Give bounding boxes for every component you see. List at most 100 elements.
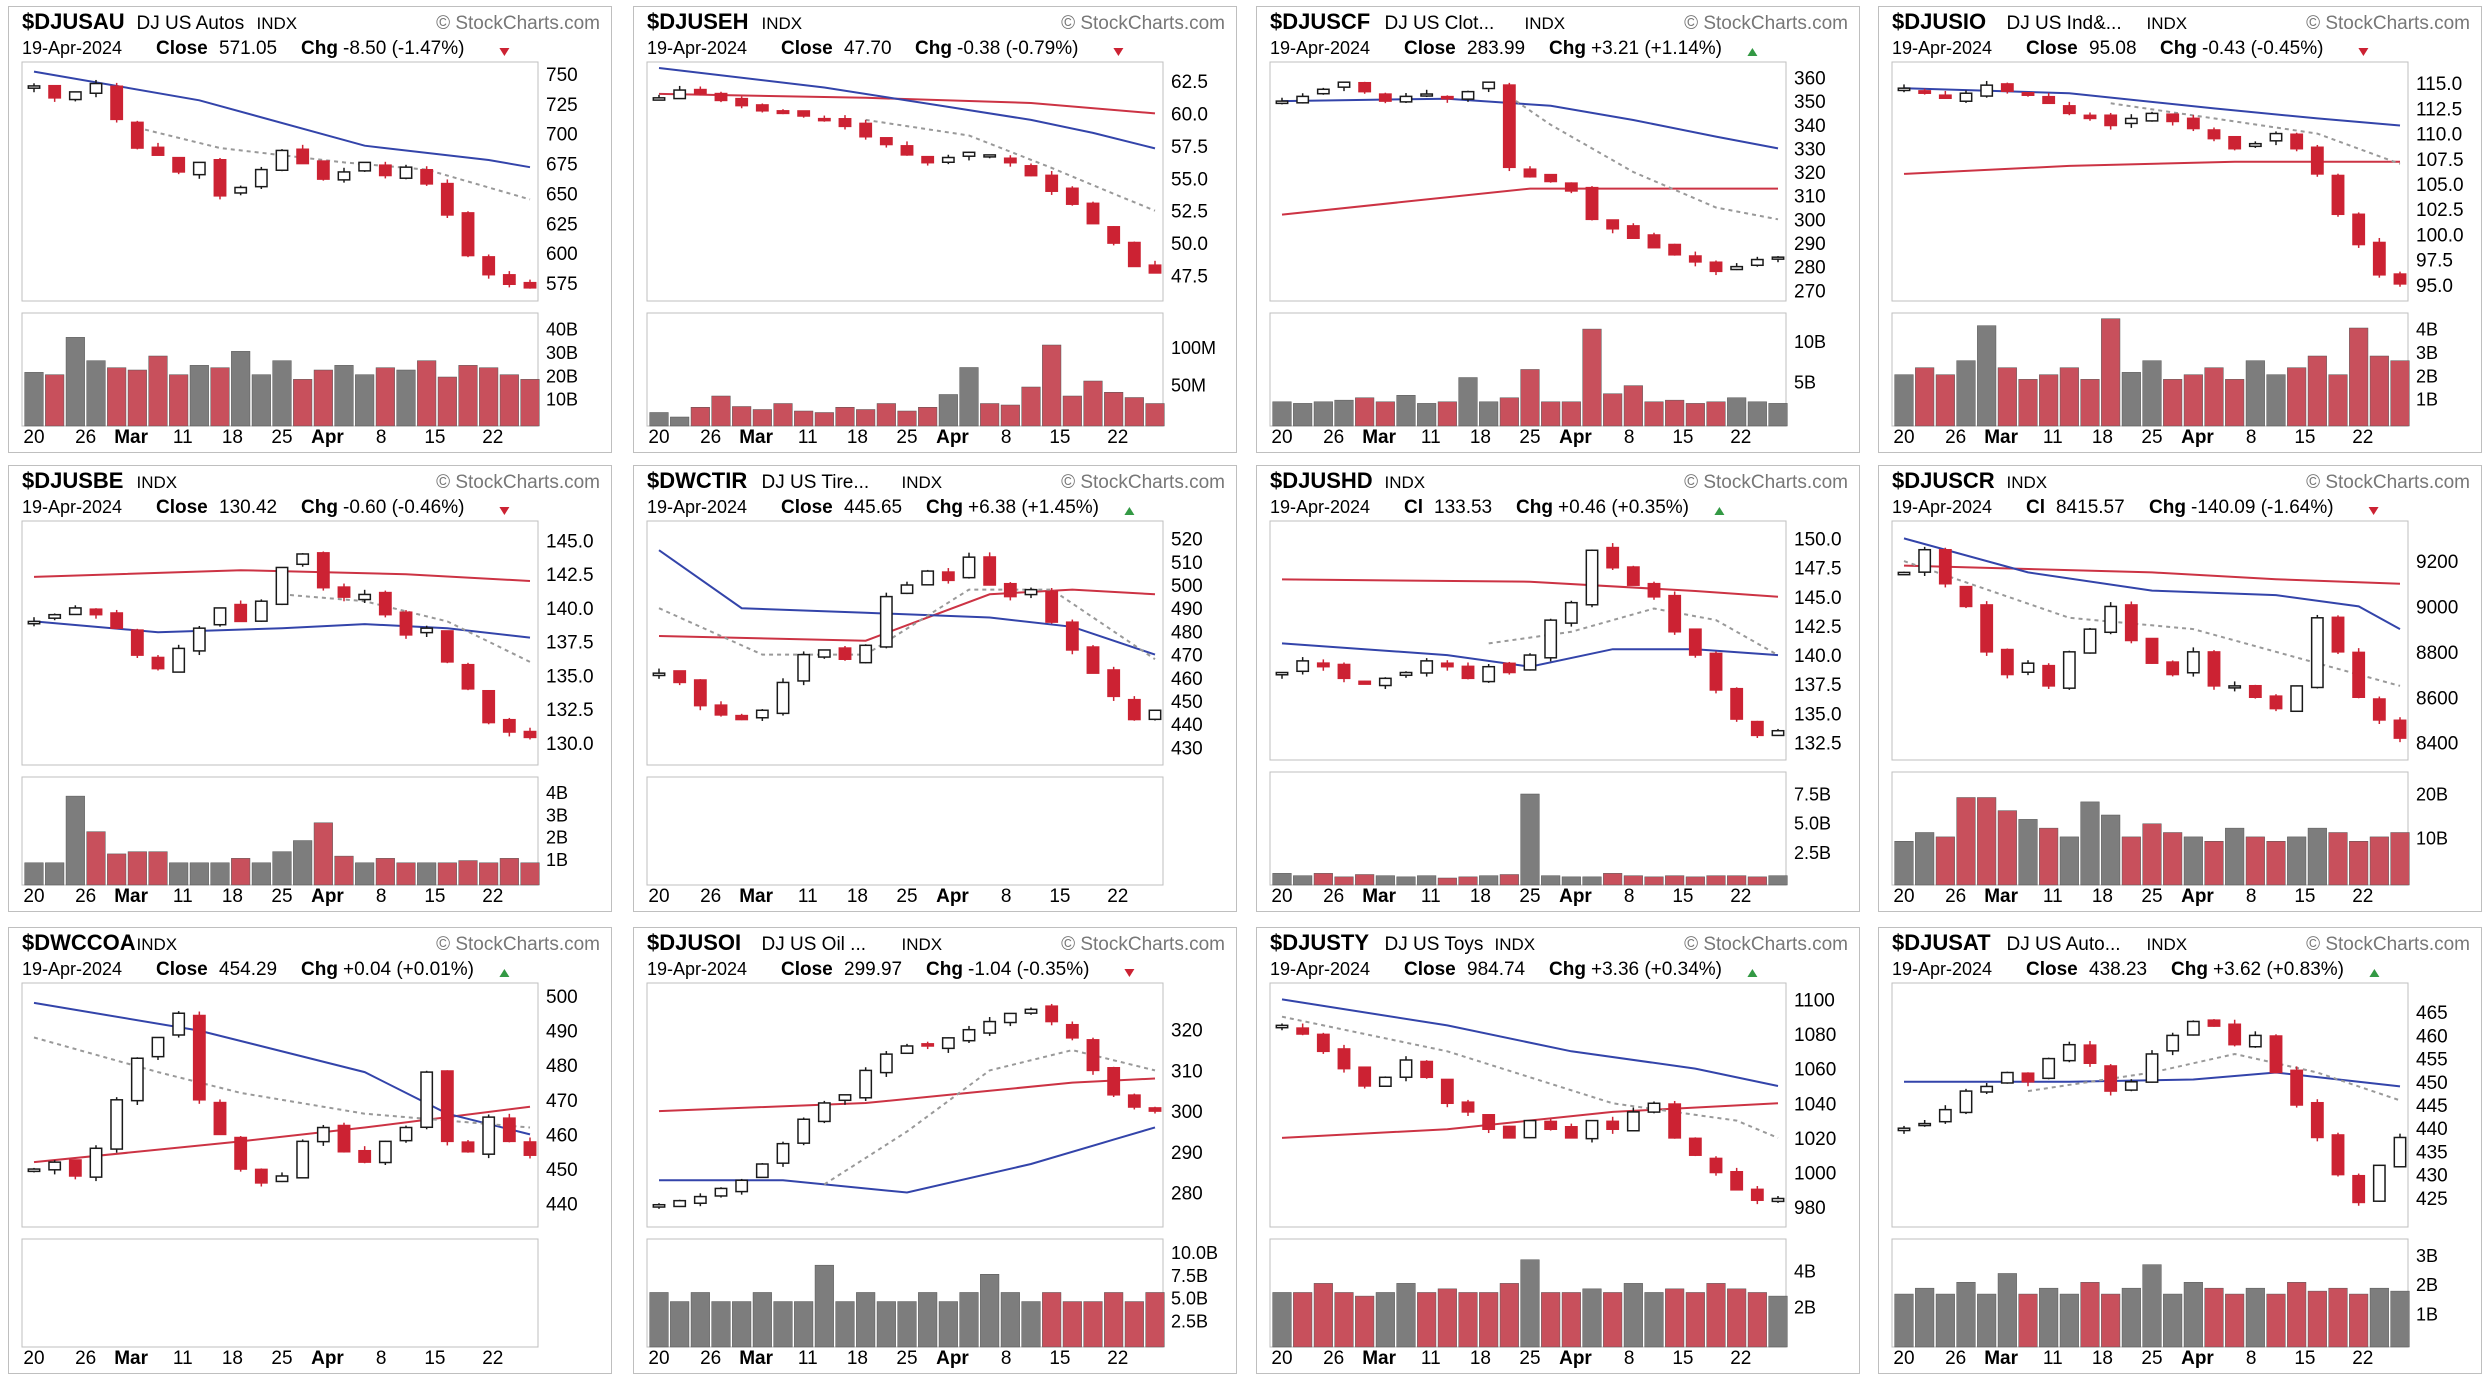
candle xyxy=(755,709,769,721)
candle xyxy=(2166,113,2180,126)
candle xyxy=(110,82,124,123)
price-area xyxy=(1891,61,2409,302)
chart-date: 19-Apr-2024 xyxy=(22,959,122,979)
candle xyxy=(523,279,537,289)
volume-bar xyxy=(2142,1264,2162,1348)
chart-panel-djusty: $DJUSTY DJ US Toys INDX © StockCharts.com 19… xyxy=(1256,927,1860,1374)
volume-area xyxy=(21,1238,539,1348)
candle xyxy=(358,161,372,172)
candle xyxy=(652,668,666,679)
x-tick-label: 11 xyxy=(2043,886,2063,907)
volume-bar xyxy=(2121,372,2141,427)
up-arrow-icon xyxy=(1747,48,1758,56)
volume-bar xyxy=(2142,823,2162,886)
candle xyxy=(192,1011,206,1104)
volume-bar xyxy=(814,412,834,427)
source-label: © StockCharts.com xyxy=(1061,472,1225,493)
x-tick-label: 11 xyxy=(798,1348,818,1369)
chart-panel-djushd: $DJUSHD INDX © StockCharts.com 19-Apr-2024 C… xyxy=(1256,465,1860,912)
close-label: Close xyxy=(156,38,208,59)
volume-bar xyxy=(2369,355,2389,427)
volume-bar xyxy=(1977,325,1997,427)
y-tick-label: 8800 xyxy=(2416,643,2458,664)
volume-bar xyxy=(1768,403,1788,427)
x-tick-label: 25 xyxy=(1519,886,1540,907)
volume-tick-label: 3B xyxy=(546,805,568,825)
volume-bar xyxy=(2039,827,2059,886)
x-tick-label: 25 xyxy=(896,886,917,907)
y-tick-label: 440 xyxy=(1171,715,1203,736)
volume-bar xyxy=(1561,401,1581,427)
candle xyxy=(2207,650,2221,690)
source-label: © StockCharts.com xyxy=(436,934,600,955)
volume-bar xyxy=(980,403,1000,427)
x-tick-label: 26 xyxy=(700,427,721,448)
volume-bar xyxy=(1768,875,1788,886)
candle xyxy=(89,608,103,619)
volume-bar xyxy=(711,1301,731,1348)
y-tick-label: 1100 xyxy=(1794,990,1835,1011)
volume-bar xyxy=(24,862,44,886)
y-tick-label: 135.0 xyxy=(1794,704,1842,725)
candle xyxy=(983,154,997,159)
y-tick-label: 360 xyxy=(1794,68,1826,89)
volume-bar xyxy=(690,1292,710,1348)
volume-bar xyxy=(2039,1287,2059,1348)
index-tag: INDX xyxy=(902,473,943,492)
candle xyxy=(1750,720,1764,739)
volume-bar xyxy=(1541,401,1561,427)
volume-bar xyxy=(1520,1259,1540,1348)
candle xyxy=(1003,1012,1017,1027)
x-tick-label: 25 xyxy=(271,427,292,448)
candle xyxy=(1482,81,1496,93)
chg-label: Chg xyxy=(2149,497,2186,518)
candle xyxy=(1897,571,1911,576)
volume-bar xyxy=(189,365,209,427)
x-tick-label: 18 xyxy=(2092,886,2113,907)
x-tick-label: 8 xyxy=(1624,1348,1635,1369)
volume-bar xyxy=(169,374,189,427)
chg-label: Chg xyxy=(301,497,338,518)
candle xyxy=(817,1100,831,1124)
ma-blue-line xyxy=(1903,87,2401,127)
candle xyxy=(1502,1125,1516,1139)
candle xyxy=(172,644,186,673)
candle xyxy=(1358,81,1372,94)
candle xyxy=(275,566,289,606)
y-tick-label: 320 xyxy=(1171,1021,1203,1042)
volume-bar xyxy=(1145,403,1165,427)
candle xyxy=(27,83,41,93)
x-tick-label: 22 xyxy=(1730,1348,1751,1369)
volume-bar xyxy=(1062,1301,1082,1348)
index-tag: INDX xyxy=(2147,14,2188,33)
volume-bar xyxy=(690,407,710,427)
volume-bar xyxy=(1479,1292,1499,1348)
x-tick-label: 15 xyxy=(1049,427,1070,448)
close-label: Close xyxy=(781,959,833,980)
candle xyxy=(1730,1167,1744,1191)
ma-dotted-line xyxy=(1508,95,1779,221)
candle xyxy=(776,1141,790,1167)
y-tick-label: 455 xyxy=(2416,1050,2448,1071)
candle xyxy=(1502,82,1516,172)
volume-bar xyxy=(1956,360,1976,427)
y-tick-label: 47.5 xyxy=(1171,267,1208,288)
panel-border xyxy=(1256,465,1860,912)
volume-bar xyxy=(45,374,65,427)
candle xyxy=(2021,1072,2035,1087)
candle xyxy=(296,1139,310,1179)
ma-dotted-line xyxy=(658,588,1156,661)
y-tick-label: 1060 xyxy=(1794,1060,1836,1081)
y-tick-label: 300 xyxy=(1794,210,1826,231)
candle xyxy=(879,1051,893,1077)
volume-bar xyxy=(107,367,127,427)
close-label: Close xyxy=(781,38,833,59)
index-tag: INDX xyxy=(257,14,298,33)
volume-bar xyxy=(2307,1290,2327,1348)
chart-name: DJ US Toys xyxy=(1385,934,1484,955)
chart-date: 19-Apr-2024 xyxy=(647,959,747,979)
volume-bar xyxy=(169,862,189,886)
volume-bar xyxy=(272,851,292,886)
y-tick-label: 980 xyxy=(1794,1198,1826,1219)
candle xyxy=(172,1011,186,1038)
